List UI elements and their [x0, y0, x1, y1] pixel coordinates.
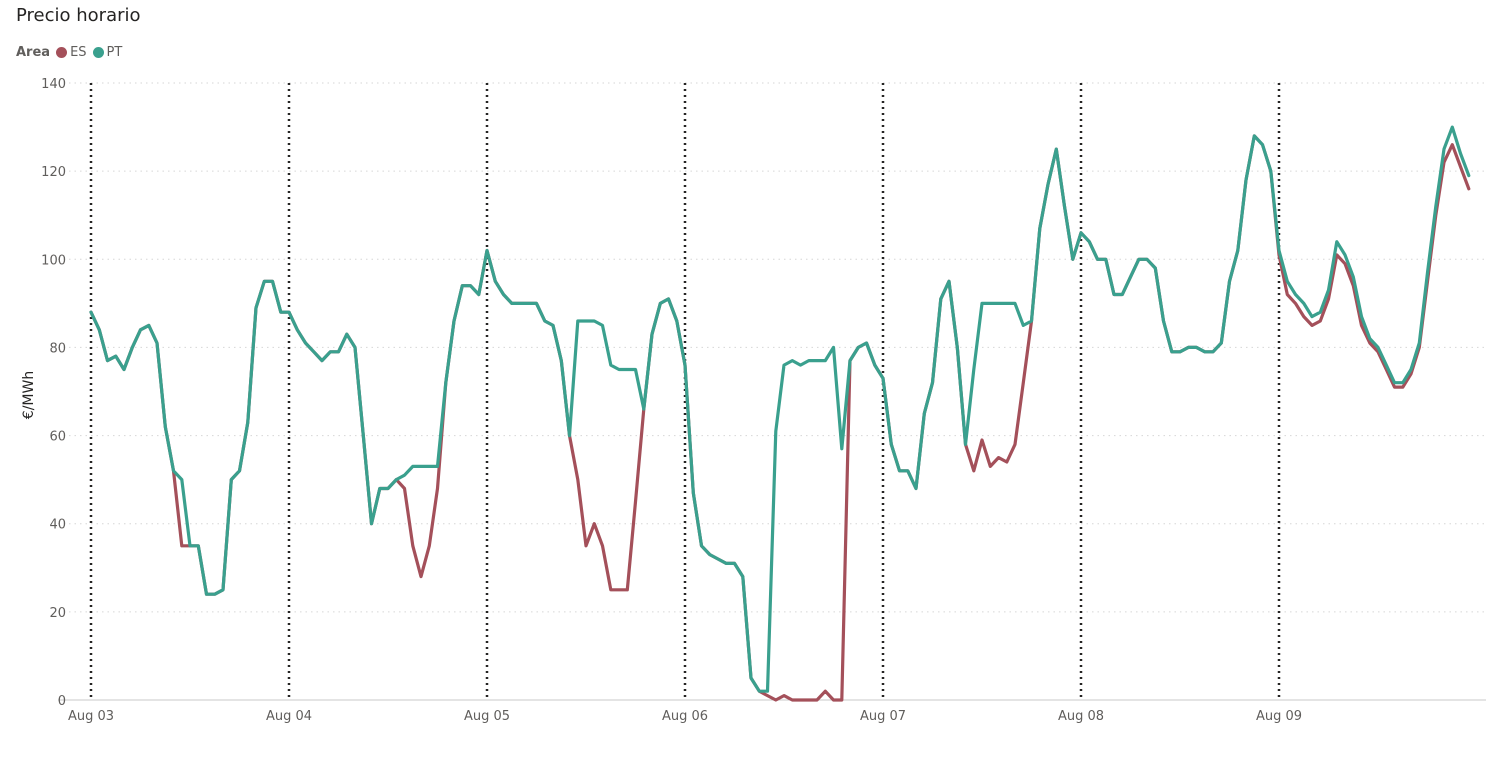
x-axis: Aug 03 Aug 04 Aug 05 Aug 06 Aug 07 Aug 08 Aug … [68, 709, 1302, 724]
gridlines [58, 82, 1486, 701]
legend-item-pt[interactable]: PT [92, 45, 123, 60]
y-tick-label: 100 [41, 253, 66, 268]
y-tick-label: 0 [58, 694, 66, 709]
x-tick-label: Aug 07 [860, 709, 906, 724]
x-tick-label: Aug 09 [1256, 709, 1302, 724]
legend-item-es[interactable]: ES [56, 45, 87, 60]
series-line-pt[interactable] [89, 125, 1471, 693]
y-tick-label: 80 [49, 341, 66, 356]
series-line-es[interactable] [89, 134, 1471, 702]
y-tick-label: 20 [49, 606, 66, 621]
y-tick-label: 120 [41, 165, 66, 180]
legend-es-dot-icon [56, 47, 68, 58]
series-lines [89, 125, 1471, 702]
legend-pt-label: PT [106, 45, 123, 60]
x-tick-label: Aug 03 [68, 709, 114, 724]
x-tick-label: Aug 06 [662, 709, 708, 724]
x-tick-label: Aug 05 [464, 709, 510, 724]
y-tick-label: 60 [49, 430, 66, 445]
legend-pt-dot-icon [92, 47, 104, 58]
legend: Area ES PT [16, 45, 128, 60]
y-tick-label: 40 [49, 518, 66, 533]
x-tick-label: Aug 08 [1058, 709, 1104, 724]
x-tick-label: Aug 04 [266, 709, 312, 724]
y-tick-label: 140 [41, 77, 66, 92]
chart-title: Precio horario [16, 5, 141, 26]
legend-es-label: ES [70, 45, 87, 60]
legend-title: Area [16, 45, 51, 60]
y-axis-label: €/MWh [21, 371, 37, 419]
y-axis: 0 20 40 60 80 100 120 140 [41, 77, 66, 709]
day-separators [89, 83, 1281, 700]
